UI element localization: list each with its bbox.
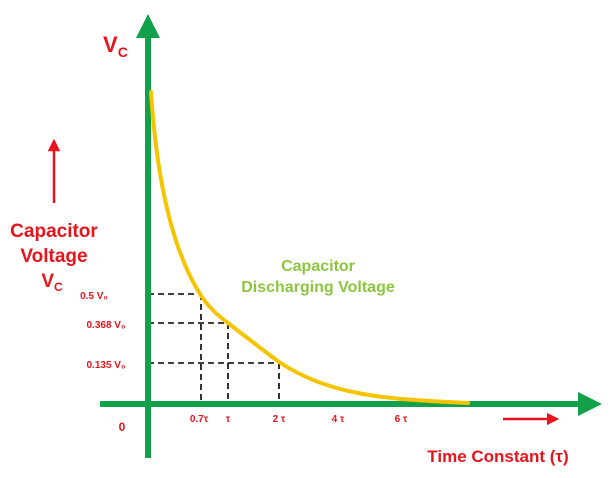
curve-label-line1: Capacitor [281,258,355,275]
y-mark-0.368: 0.368 V₀ [87,320,126,331]
x-tick-6tau: 6 τ [395,414,408,425]
x-tick-0.7tau: 0.7τ [190,414,209,425]
discharge-curve [149,90,470,405]
left-title-line3: VC [41,271,63,294]
left-title-line2: Voltage [20,246,87,267]
x-tick-2tau: 2 τ [273,414,286,425]
guide-lines [148,293,280,404]
x-tick-tau: τ [226,414,231,425]
y-mark-0.135: 0.135 V₀ [87,360,126,371]
y-axis-symbol: VC [103,32,128,60]
left-title-subscript: C [54,280,63,294]
left-title-line1: Capacitor [10,221,98,242]
x-tick-4tau: 4 τ [332,414,345,425]
origin-label: 0 [119,420,126,434]
y-axis-symbol-subscript: C [118,44,128,60]
curve-label-line2: Discharging Voltage [241,279,395,296]
y-mark-0.5: 0.5 V₀ [80,291,108,302]
x-axis-title: Time Constant (τ) [427,447,568,466]
